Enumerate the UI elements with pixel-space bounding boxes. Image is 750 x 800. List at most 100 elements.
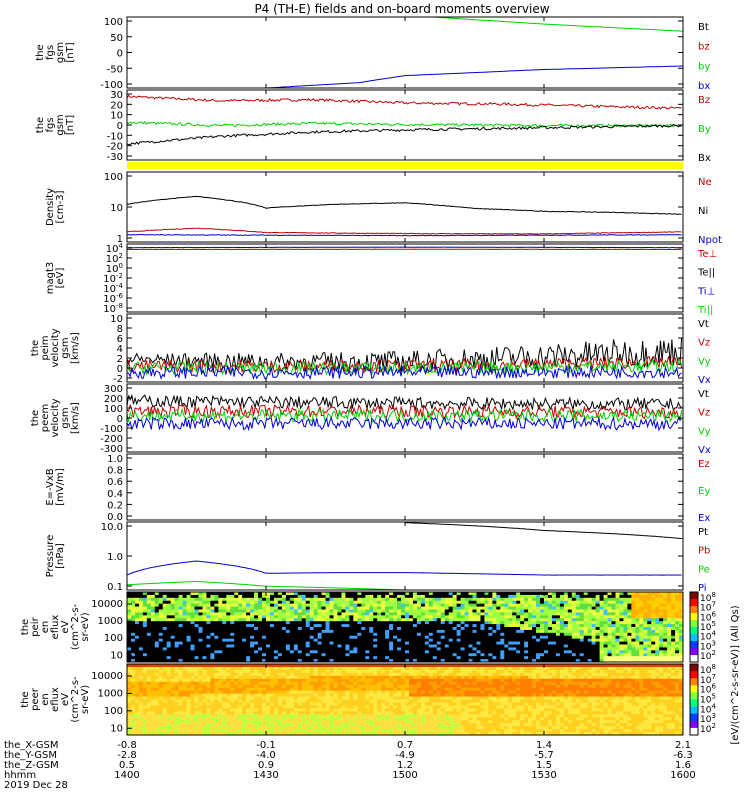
spectrogram-cell bbox=[555, 606, 561, 610]
spectrogram-cell bbox=[138, 653, 144, 657]
spectrogram-cell bbox=[258, 594, 263, 599]
spectrogram-cell bbox=[575, 647, 581, 651]
spectrogram-cell bbox=[436, 618, 442, 622]
spectrogram-cell bbox=[305, 621, 311, 625]
spectrogram-cell bbox=[456, 627, 461, 631]
spectrogram-cell bbox=[480, 618, 485, 622]
spectrogram-cell bbox=[619, 612, 624, 616]
spectrogram-cell bbox=[162, 638, 168, 642]
spectrogram-cell bbox=[305, 699, 311, 703]
spectrogram-cell bbox=[460, 624, 465, 628]
spectrogram-cell bbox=[277, 627, 283, 631]
spectrogram-cell bbox=[321, 675, 326, 680]
spectrogram-cell bbox=[647, 650, 652, 654]
spectrogram-cell bbox=[281, 699, 287, 703]
spectrogram-cell bbox=[309, 592, 315, 596]
spectrogram-cell bbox=[563, 592, 569, 596]
spectrogram-cell bbox=[313, 638, 319, 642]
spectrogram-cell bbox=[138, 699, 144, 703]
spectrogram-cell bbox=[420, 606, 426, 610]
spectrogram-cell bbox=[607, 603, 612, 607]
spectrogram-cell bbox=[599, 624, 604, 628]
spectrogram-cell bbox=[500, 656, 505, 660]
spectrogram-cell bbox=[313, 669, 319, 674]
spectrogram-cell bbox=[130, 603, 136, 607]
spectrogram-cell bbox=[492, 644, 497, 648]
spectrogram-cell bbox=[599, 627, 604, 631]
spectrogram-cell bbox=[365, 647, 370, 651]
spectrogram-cell bbox=[329, 635, 334, 640]
spectrogram-cell bbox=[619, 635, 624, 640]
spectrogram-cell bbox=[393, 641, 398, 645]
spectrogram-cell bbox=[281, 732, 287, 736]
spectrogram-cell bbox=[675, 653, 680, 657]
spectrogram-cell bbox=[254, 726, 259, 730]
spectrogram-cell bbox=[166, 609, 172, 613]
spectrogram-cell bbox=[266, 603, 271, 607]
spectrogram-cell bbox=[277, 609, 283, 613]
spectrogram-cell bbox=[230, 635, 235, 640]
spectrogram-cell bbox=[587, 606, 593, 610]
spectrogram-cell bbox=[266, 717, 271, 721]
spectrogram-cell bbox=[226, 726, 231, 730]
spectrogram-cell bbox=[285, 612, 291, 616]
spectrogram-cell bbox=[210, 702, 215, 706]
spectrogram-cell bbox=[325, 621, 330, 625]
spectrogram-cell bbox=[428, 653, 434, 657]
spectrogram-cell bbox=[452, 627, 458, 631]
spectrogram-cell bbox=[238, 729, 243, 733]
spectrogram-cell bbox=[476, 659, 481, 663]
spectrogram-cell bbox=[607, 650, 612, 654]
spectrogram-cell bbox=[238, 606, 243, 610]
spectrogram-cell bbox=[130, 647, 136, 651]
spectrogram-cell bbox=[210, 708, 215, 712]
spectrogram-cell bbox=[258, 726, 263, 730]
spectrogram-cell bbox=[524, 659, 529, 663]
spectrogram-cell bbox=[194, 723, 199, 727]
spectrogram-cell bbox=[138, 726, 144, 730]
spectrogram-cell bbox=[250, 644, 255, 648]
spectrogram-cell bbox=[619, 650, 624, 654]
ytick-label: 0 bbox=[117, 414, 123, 425]
spectrogram-cell bbox=[262, 681, 267, 686]
spectrogram-cell bbox=[643, 600, 648, 605]
spectrogram-cell bbox=[591, 635, 597, 640]
spectrogram-cell bbox=[337, 690, 342, 694]
spectrogram-cell bbox=[361, 650, 366, 654]
spectrogram-cell bbox=[266, 699, 271, 703]
spectrogram-cell bbox=[551, 627, 557, 631]
spectrogram-cell bbox=[611, 612, 616, 616]
series-Vy bbox=[126, 407, 683, 424]
spectrogram-cell bbox=[138, 664, 144, 668]
spectrogram-cell bbox=[297, 714, 303, 718]
spectrogram-cell bbox=[289, 632, 295, 637]
spectrogram-cell bbox=[341, 624, 346, 628]
spectrogram-cell bbox=[246, 693, 251, 697]
spectrogram-cell bbox=[420, 592, 426, 596]
spectrogram-cell bbox=[544, 618, 549, 622]
spectrogram-cell bbox=[456, 641, 461, 645]
spectrogram-cell bbox=[202, 672, 207, 677]
spectrogram-cell bbox=[361, 635, 366, 640]
spectrogram-cell bbox=[563, 594, 569, 599]
spectrogram-cell bbox=[206, 702, 211, 706]
spectrogram-cell bbox=[258, 708, 263, 712]
spectrogram-cell bbox=[234, 606, 239, 610]
ylabel-line: gsm bbox=[60, 337, 71, 358]
spectrogram-cell bbox=[130, 600, 136, 605]
spectrogram-cell bbox=[337, 708, 342, 712]
spectrogram-cell bbox=[460, 632, 465, 637]
spectrogram-cell bbox=[555, 638, 561, 642]
spectrogram-cell bbox=[194, 635, 199, 640]
spectrogram-cell bbox=[329, 711, 334, 715]
spectrogram-cell bbox=[258, 592, 263, 596]
spectrogram-cell bbox=[325, 669, 330, 674]
spectrogram-cell bbox=[373, 597, 378, 602]
spectrogram-cell bbox=[516, 650, 521, 654]
spectrogram-cell bbox=[238, 627, 243, 631]
spectrogram-cell bbox=[472, 632, 477, 637]
spectrogram-cell bbox=[456, 618, 461, 622]
spectrogram-cell bbox=[146, 594, 152, 599]
spectrogram-cell bbox=[198, 647, 203, 651]
spectrogram-cell bbox=[524, 641, 529, 645]
